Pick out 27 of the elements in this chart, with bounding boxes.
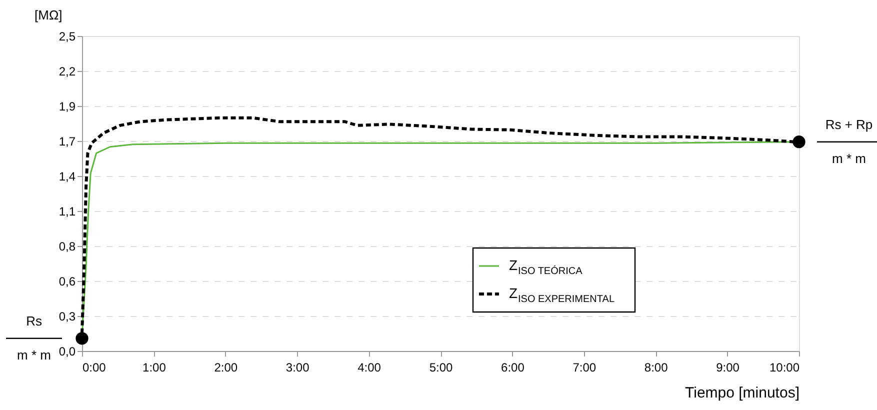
x-tick-label: 5:00 <box>429 360 453 374</box>
y-tick-label: 0,3 <box>58 309 76 324</box>
text: Rs + Rp <box>825 116 873 132</box>
text: Rs <box>26 313 42 328</box>
x-tick-label: 10:00 <box>769 360 800 374</box>
y-tick-label: 1,7 <box>58 134 76 148</box>
y-tick-label: 0,6 <box>58 274 76 288</box>
y-tick-label: 1,9 <box>58 100 76 114</box>
x-tick-label: 6:00 <box>501 360 525 374</box>
x-tick-label: 4:00 <box>358 360 382 374</box>
x-tick-label: 1:00 <box>142 360 166 374</box>
y-axis-title: [MΩ] <box>34 8 62 22</box>
x-tick-label: 7:00 <box>572 360 596 374</box>
y-tick-label: 1,1 <box>58 204 76 218</box>
x-tick-label: 3:00 <box>286 360 310 374</box>
text: m * m <box>17 347 51 362</box>
x-tick-label: 2:00 <box>214 360 238 374</box>
y-tick-label: 0,0 <box>58 344 76 358</box>
text: m * m <box>832 150 866 166</box>
y-tick-label: 0,8 <box>58 240 76 254</box>
x-tick-label: 8:00 <box>644 360 668 374</box>
x-axis-title: Tiempo [minutos] <box>685 384 800 402</box>
y-tick-label: 2,5 <box>58 30 76 44</box>
x-tick-label: 0:00 <box>82 360 106 374</box>
y-tick-label: 1,4 <box>58 170 76 184</box>
y-tick-label: 2,2 <box>58 64 76 79</box>
x-tick-label: 9:00 <box>716 360 740 374</box>
